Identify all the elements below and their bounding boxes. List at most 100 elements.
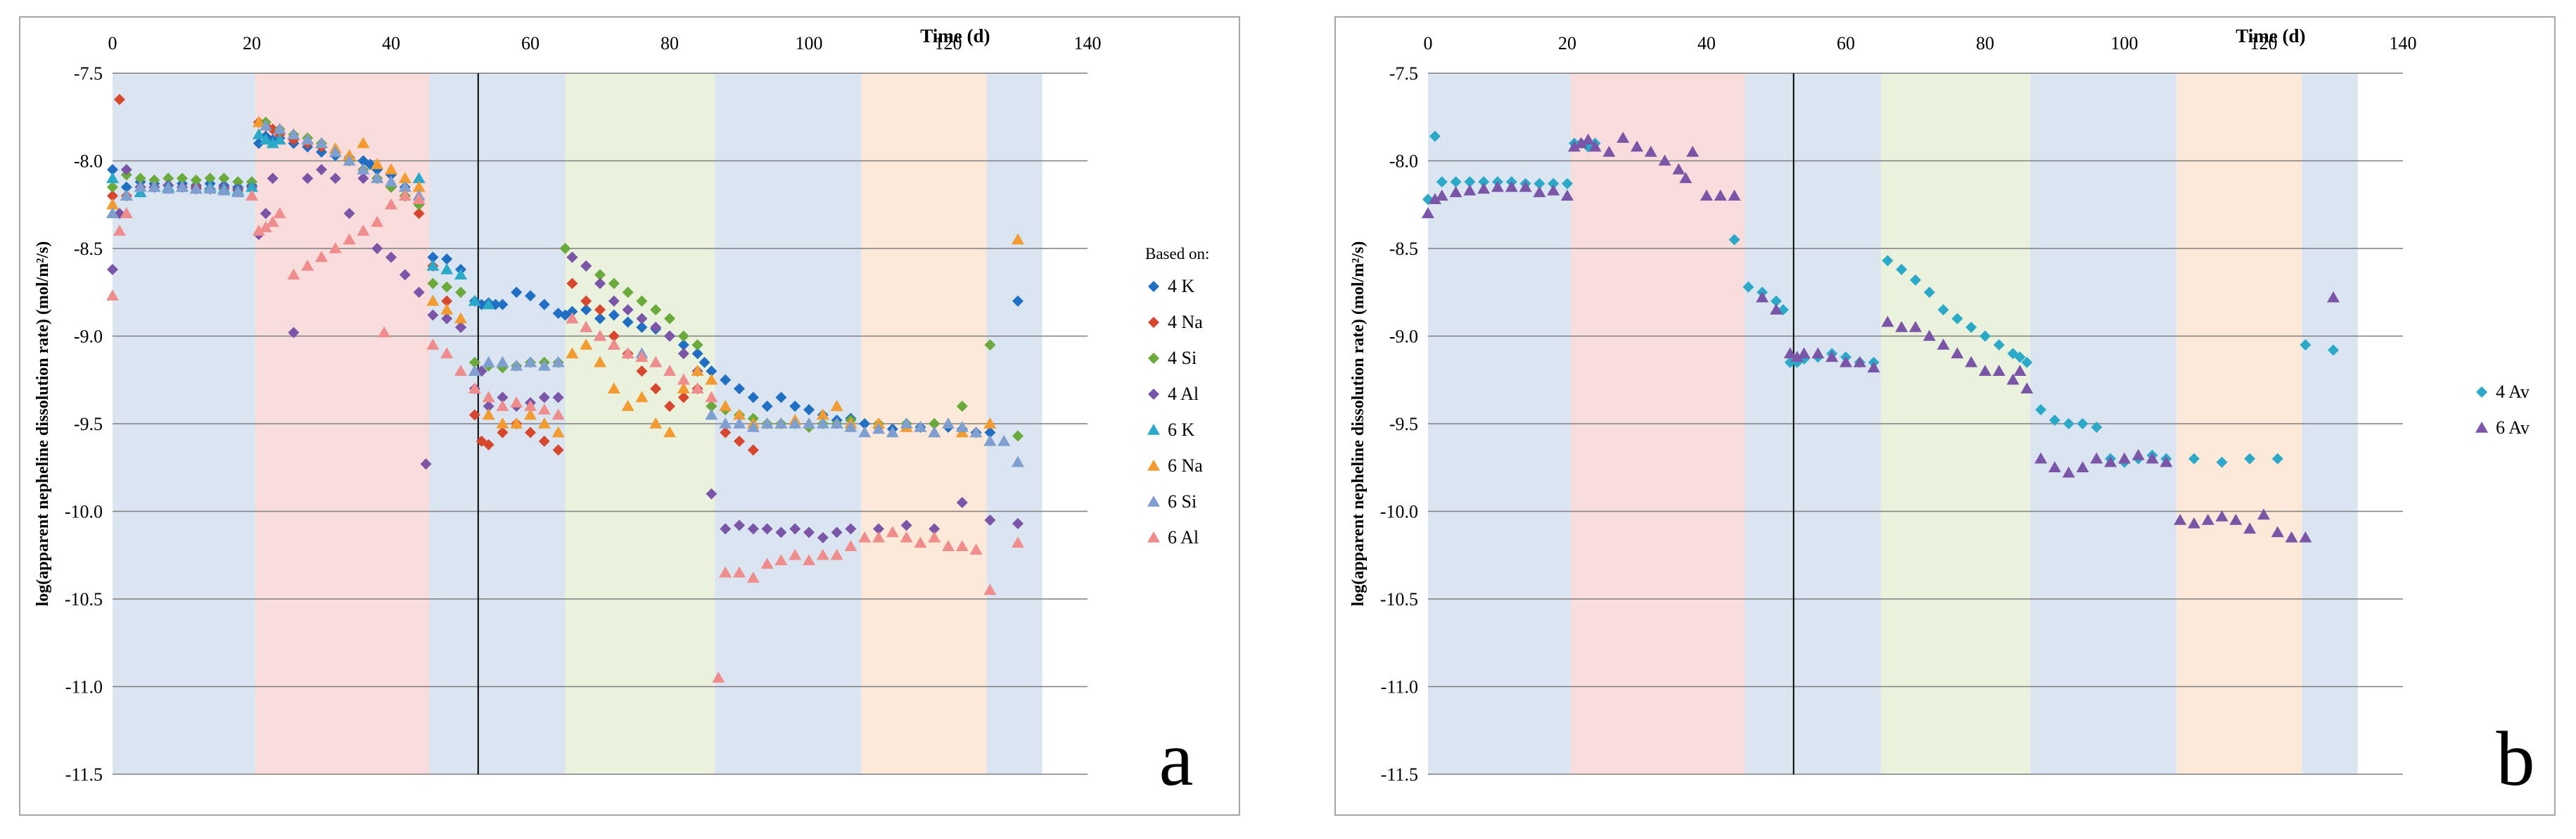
x-tick-label: 80	[1976, 33, 1994, 53]
legend: 4 Av 6 Av	[2475, 381, 2530, 438]
y-axis-label: log(apparent nepheline dissolution rate)…	[1349, 241, 1367, 607]
legend-label: 4 Al	[1168, 384, 1199, 404]
data-point	[1896, 263, 1908, 275]
data-point	[1547, 184, 1560, 196]
data-point	[566, 312, 579, 324]
data-point	[747, 444, 759, 456]
data-point	[468, 382, 481, 393]
y-tick-label: -9.0	[1389, 327, 1418, 347]
legend-marker	[1148, 317, 1159, 328]
x-axis-label: Time (d)	[2236, 25, 2305, 46]
data-point	[1951, 313, 1963, 324]
x-tick-label: 40	[1697, 33, 1716, 53]
data-point	[1533, 186, 1546, 198]
data-point	[1012, 455, 1024, 467]
data-point	[1012, 430, 1024, 442]
data-point	[1435, 189, 1448, 201]
data-point	[649, 417, 663, 429]
data-point	[2034, 452, 2048, 464]
data-point	[900, 417, 913, 429]
data-point	[385, 175, 397, 187]
data-point	[622, 304, 634, 316]
data-point	[1436, 176, 1448, 188]
data-point	[106, 198, 119, 210]
data-point	[719, 417, 732, 429]
data-point	[232, 176, 244, 188]
data-point	[789, 417, 802, 429]
data-point	[148, 180, 161, 192]
data-point	[635, 391, 649, 403]
data-point	[830, 417, 843, 429]
data-point	[1910, 274, 1921, 286]
data-point	[2257, 508, 2270, 520]
y-tick-label: -11.5	[1381, 764, 1418, 785]
data-point	[580, 304, 592, 316]
data-point	[455, 322, 466, 334]
legend: Based on: 4 K 4 Na 4 Si 4 Al 6 K 6 Na 6 Si 6 Al	[1145, 245, 1209, 548]
legend-marker	[1148, 353, 1159, 364]
data-point	[440, 303, 454, 315]
data-point	[594, 269, 606, 281]
data-point	[2090, 452, 2103, 464]
data-point	[594, 313, 606, 324]
data-point	[107, 163, 118, 175]
data-point	[956, 497, 968, 509]
data-point	[929, 523, 941, 535]
data-point	[955, 420, 969, 432]
data-point	[482, 391, 495, 403]
legend-label: 4 Si	[1168, 348, 1197, 368]
data-point	[607, 338, 620, 350]
data-point	[273, 133, 286, 145]
data-point	[357, 137, 370, 149]
data-point	[426, 338, 440, 350]
data-point	[246, 180, 258, 192]
data-point	[1548, 177, 1560, 189]
data-point	[719, 566, 732, 578]
legend-marker	[1147, 496, 1160, 507]
data-point	[594, 277, 606, 289]
data-point	[441, 295, 453, 307]
data-point	[371, 243, 383, 254]
data-point	[1422, 207, 1434, 218]
y-axis-label: log(apparent nepheline dissolution rate)…	[34, 241, 52, 607]
data-point	[608, 330, 620, 342]
data-point	[566, 305, 578, 317]
data-point	[552, 444, 564, 456]
data-point	[537, 403, 551, 415]
data-point	[760, 557, 774, 569]
data-point	[189, 182, 203, 194]
data-point	[1867, 361, 1880, 373]
data-point	[259, 133, 272, 145]
data-point	[733, 566, 746, 578]
data-point	[663, 426, 676, 438]
data-point	[2021, 356, 2033, 368]
data-point	[413, 208, 425, 220]
legend-marker	[1147, 531, 1160, 543]
x-tick-label: 140	[2390, 33, 2417, 53]
data-point	[2013, 365, 2027, 377]
data-point	[706, 400, 718, 412]
data-point	[2243, 522, 2257, 534]
data-point	[873, 523, 884, 535]
data-point	[385, 251, 397, 263]
data-point	[706, 365, 718, 377]
data-point	[260, 208, 272, 220]
data-point	[287, 268, 300, 280]
legend-label: 6 Al	[1168, 527, 1199, 548]
data-point	[427, 277, 439, 289]
series-6-av	[1422, 132, 2340, 543]
legend-marker	[1148, 389, 1159, 400]
data-point	[1561, 189, 1574, 201]
data-point	[1771, 295, 1782, 307]
data-point	[761, 523, 773, 535]
data-point	[2299, 531, 2312, 543]
data-point	[594, 329, 606, 341]
data-point	[468, 294, 481, 306]
data-point	[691, 382, 704, 393]
data-point	[705, 391, 718, 403]
data-point	[1770, 303, 1783, 315]
data-point	[1012, 536, 1024, 548]
legend-label: 4 K	[1168, 276, 1195, 296]
data-point	[496, 355, 509, 367]
data-point	[1581, 133, 1595, 145]
